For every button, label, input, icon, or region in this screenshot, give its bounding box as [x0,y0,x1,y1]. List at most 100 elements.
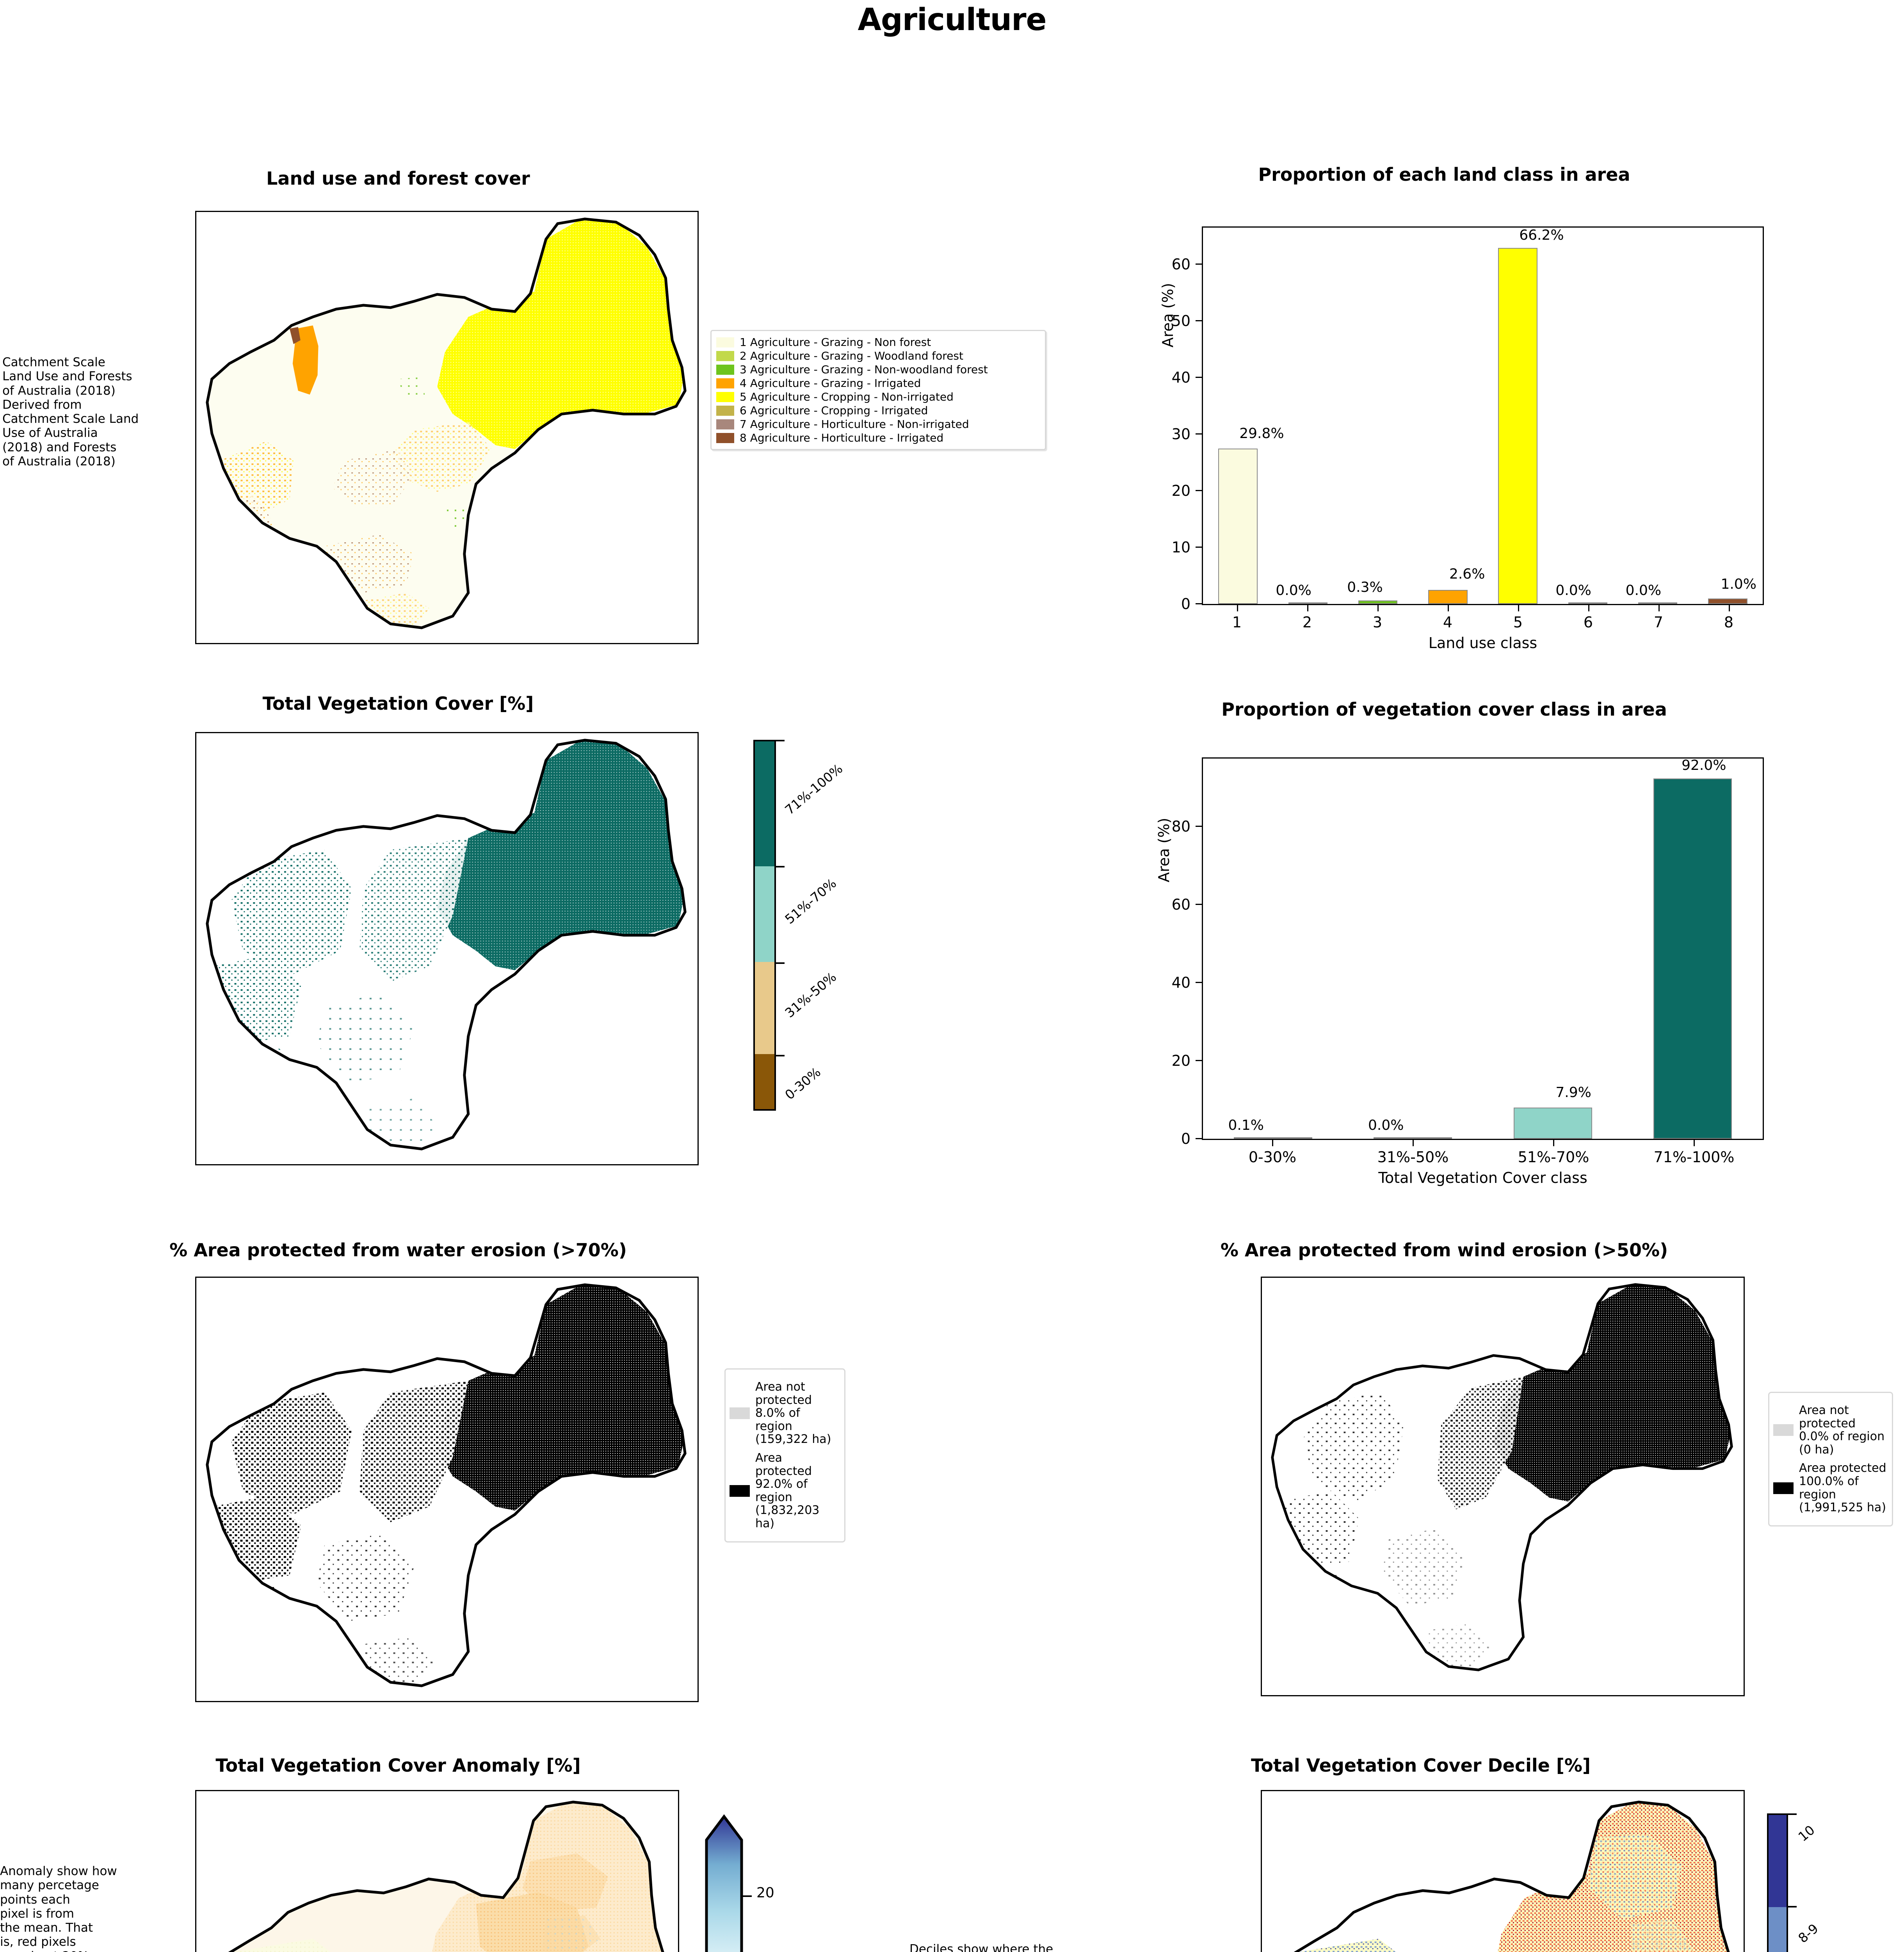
bar-slot: 0.0% [1623,228,1693,604]
bar[interactable] [1358,600,1398,604]
legend-label: Area protected 92.0% of region (1,832,20… [755,1451,820,1530]
bar[interactable] [1568,602,1608,604]
legend-label: 6 Agriculture - Cropping - Irrigated [740,404,928,417]
bar[interactable] [1233,1137,1312,1139]
legend-swatch-protected [730,1485,750,1497]
bar[interactable] [1218,448,1258,604]
x-tick: 5 [1513,614,1523,631]
legend-label: 7 Agriculture - Horticulture - Non-irrig… [740,418,969,431]
x-tick: 7 [1653,614,1664,631]
land-use-legend: 1 Agriculture - Grazing - Non forest 2 A… [710,330,1046,450]
legend-label: 1 Agriculture - Grazing - Non forest [740,336,931,349]
legend-label: 2 Agriculture - Grazing - Woodland fores… [740,349,963,362]
bar-value-label: 0.0% [1625,582,1662,598]
x-tick: 3 [1372,614,1383,631]
legend-swatch-class-1 [716,337,734,347]
bar[interactable] [1288,602,1328,604]
bar[interactable] [1513,1108,1592,1139]
x-tick: 8 [1724,614,1734,631]
anomaly-side-caption: Anomaly show how many percetage points e… [0,1864,117,1952]
bar[interactable] [1374,1137,1452,1139]
x-tick: 71%-100% [1653,1149,1735,1166]
legend-item: 1 Agriculture - Grazing - Non forest [716,336,1040,349]
colorbar-tick-label: 20 [756,1885,774,1901]
water-erosion-map-title: % Area protected from water erosion (>70… [169,1240,627,1261]
bar[interactable] [1428,590,1468,604]
land-use-side-caption: Catchment Scale Land Use and Forests of … [2,355,139,468]
x-tick: 0-30% [1248,1149,1297,1166]
bar-value-label: 7.9% [1555,1085,1591,1101]
colorbar-label: 0-30% [782,1064,824,1103]
land-use-map[interactable] [195,211,699,644]
legend-label: 5 Agriculture - Cropping - Non-irrigated [740,390,954,403]
legend-item: 3 Agriculture - Grazing - Non-woodland f… [716,363,1040,376]
water-erosion-map[interactable] [195,1277,699,1702]
x-tick: 6 [1583,614,1593,631]
bar[interactable] [1498,248,1537,604]
veg-class-chart-title: Proportion of vegetation cover class in … [1221,699,1667,720]
y-tick: 40 [1171,974,1190,991]
bar-value-label: 0.3% [1347,579,1383,595]
x-tick: 4 [1443,614,1453,631]
bar-value-label: 29.8% [1239,426,1284,442]
anomaly-map-graphic [206,1801,667,1952]
bar-value-label: 0.1% [1228,1117,1264,1133]
bar-slot: 0.0% [1273,228,1343,604]
veg-cover-map[interactable] [195,732,699,1165]
legend-swatch-class-8 [716,433,734,443]
legend-swatch-class-6 [716,405,734,416]
land-class-chart-xlabel: Land use class [1428,634,1537,652]
bar-slot: 2.6% [1413,228,1485,604]
legend-item: Area protected 100.0% of region (1,991,5… [1773,1462,1888,1514]
legend-swatch-protected [1773,1482,1794,1494]
y-tick: 30 [1171,426,1190,443]
colorbar-label: 8-9 [1795,1920,1821,1946]
bar-slot: 66.2% [1483,227,1564,604]
bar-value-label: 2.6% [1449,566,1485,582]
veg-class-plot-area: 0.1% 0.0% 7.9% 92.0% [1202,757,1764,1140]
legend-item: Area not protected 8.0% of region (159,3… [730,1380,840,1446]
bar-slot: 0.3% [1343,228,1413,604]
legend-swatch-not-protected [730,1407,750,1419]
bar[interactable] [1638,602,1678,604]
bar[interactable] [1708,598,1747,604]
legend-item: 5 Agriculture - Cropping - Non-irrigated [716,390,1040,403]
legend-item: 7 Agriculture - Horticulture - Non-irrig… [716,418,1040,431]
bar-value-label: 66.2% [1519,227,1564,243]
y-tick: 20 [1171,1052,1190,1069]
legend-swatch-not-protected [1773,1424,1794,1436]
x-tick: 51%-70% [1518,1149,1589,1166]
wind-erosion-map[interactable] [1261,1277,1745,1696]
legend-swatch-class-5 [716,392,734,402]
bar-slot: 1.0% [1693,228,1763,604]
legend-label: Area not protected 8.0% of region (159,3… [755,1380,831,1446]
veg-cover-map-title: Total Vegetation Cover [%] [262,693,534,714]
y-tick: 80 [1171,818,1190,835]
decile-map[interactable] [1261,1790,1745,1952]
y-tick: 0 [1181,595,1190,613]
legend-item: 8 Agriculture - Horticulture - Irrigated [716,431,1040,444]
legend-swatch-class-2 [716,351,734,361]
legend-item: 2 Agriculture - Grazing - Woodland fores… [716,349,1040,362]
veg-cover-map-graphic [206,739,687,1151]
bar-slot: 92.0% [1623,757,1763,1139]
bar-value-label: 0.0% [1555,582,1591,598]
y-tick: 40 [1171,369,1190,386]
legend-item: Area not protected 0.0% of region (0 ha) [1773,1404,1888,1456]
colorbar-label: 51%-70% [782,875,840,927]
wind-erosion-legend: Area not protected 0.0% of region (0 ha)… [1768,1392,1893,1526]
legend-label: Area protected 100.0% of region (1,991,5… [1799,1461,1886,1515]
bar-slot: 7.9% [1483,759,1623,1139]
anomaly-map[interactable] [195,1790,679,1952]
land-class-chart: Proportion of each land class in area Ar… [1112,164,1776,652]
bar-slot: 0.0% [1343,759,1483,1139]
bar[interactable] [1653,778,1732,1139]
water-erosion-legend: Area not protected 8.0% of region (159,3… [724,1368,845,1542]
legend-label: 4 Agriculture - Grazing - Irrigated [740,377,921,390]
legend-swatch-class-3 [716,364,734,375]
y-tick: 0 [1181,1130,1190,1147]
legend-item: 4 Agriculture - Grazing - Irrigated [716,377,1040,390]
x-tick: 1 [1232,614,1242,631]
legend-label: Area not protected 0.0% of region (0 ha) [1799,1403,1885,1457]
bar-value-label: 0.0% [1368,1117,1404,1133]
